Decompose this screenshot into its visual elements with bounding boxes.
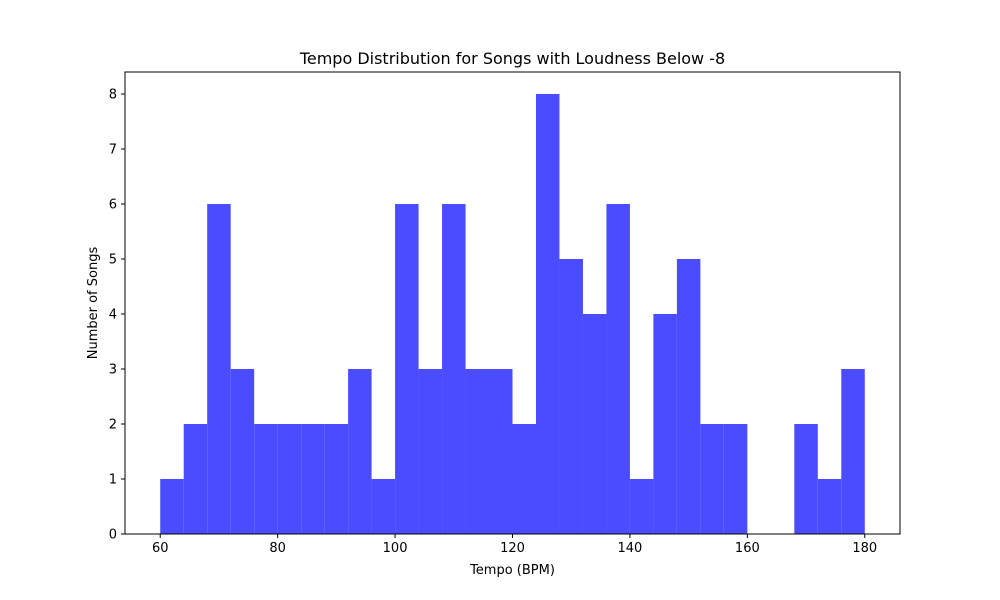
histogram-bar xyxy=(582,314,607,534)
histogram-bar xyxy=(371,479,396,534)
x-tick-label: 80 xyxy=(269,541,286,556)
x-tick-label: 180 xyxy=(852,541,877,556)
y-tick-label: 8 xyxy=(109,88,117,103)
histogram-bar xyxy=(395,204,419,534)
y-tick-label: 2 xyxy=(109,418,117,433)
histogram-bar xyxy=(700,424,724,534)
histogram-bar xyxy=(324,424,349,534)
x-tick-label: 60 xyxy=(152,541,169,556)
x-tick-label: 160 xyxy=(735,541,760,556)
histogram-bar xyxy=(418,369,443,534)
histogram-bar xyxy=(794,424,818,534)
y-tick-label: 1 xyxy=(109,473,117,488)
y-tick-label: 3 xyxy=(109,363,117,378)
histogram-bar xyxy=(160,479,184,534)
histogram-bar xyxy=(817,479,842,534)
histogram-bar xyxy=(512,424,536,534)
histogram-bar xyxy=(277,424,302,534)
y-tick-label: 4 xyxy=(109,308,117,323)
x-tick-label: 100 xyxy=(383,541,408,556)
histogram-bar xyxy=(606,204,630,534)
histogram-bar xyxy=(301,424,325,534)
histogram-bar xyxy=(348,369,372,534)
histogram-bar xyxy=(559,259,583,534)
y-tick-label: 5 xyxy=(109,253,117,268)
y-axis-label: Number of Songs xyxy=(86,247,101,360)
histogram-bar xyxy=(207,204,231,534)
y-tick-label: 7 xyxy=(109,143,117,158)
histogram-bar xyxy=(723,424,748,534)
histogram-bar xyxy=(183,424,208,534)
y-tick-label: 6 xyxy=(109,198,117,213)
histogram-bar xyxy=(653,314,677,534)
histogram-bar xyxy=(489,369,513,534)
histogram-bar xyxy=(230,369,255,534)
histogram-bar xyxy=(465,369,490,534)
x-axis-label: Tempo (BPM) xyxy=(469,563,555,578)
y-axis: 0 1 2 3 4 5 6 7 8 xyxy=(109,88,125,543)
histogram-bar xyxy=(254,424,278,534)
histogram-bar xyxy=(629,479,654,534)
x-tick-label: 140 xyxy=(618,541,643,556)
x-axis: 60 80 100 120 140 160 180 xyxy=(152,534,877,556)
histogram-bar xyxy=(841,369,865,534)
bars-group xyxy=(160,94,865,534)
histogram-bar xyxy=(676,259,701,534)
x-tick-label: 120 xyxy=(500,541,525,556)
chart-title: Tempo Distribution for Songs with Loudne… xyxy=(299,49,725,68)
y-tick-label: 0 xyxy=(109,528,117,543)
histogram-bar xyxy=(535,94,560,534)
histogram-bar xyxy=(442,204,466,534)
